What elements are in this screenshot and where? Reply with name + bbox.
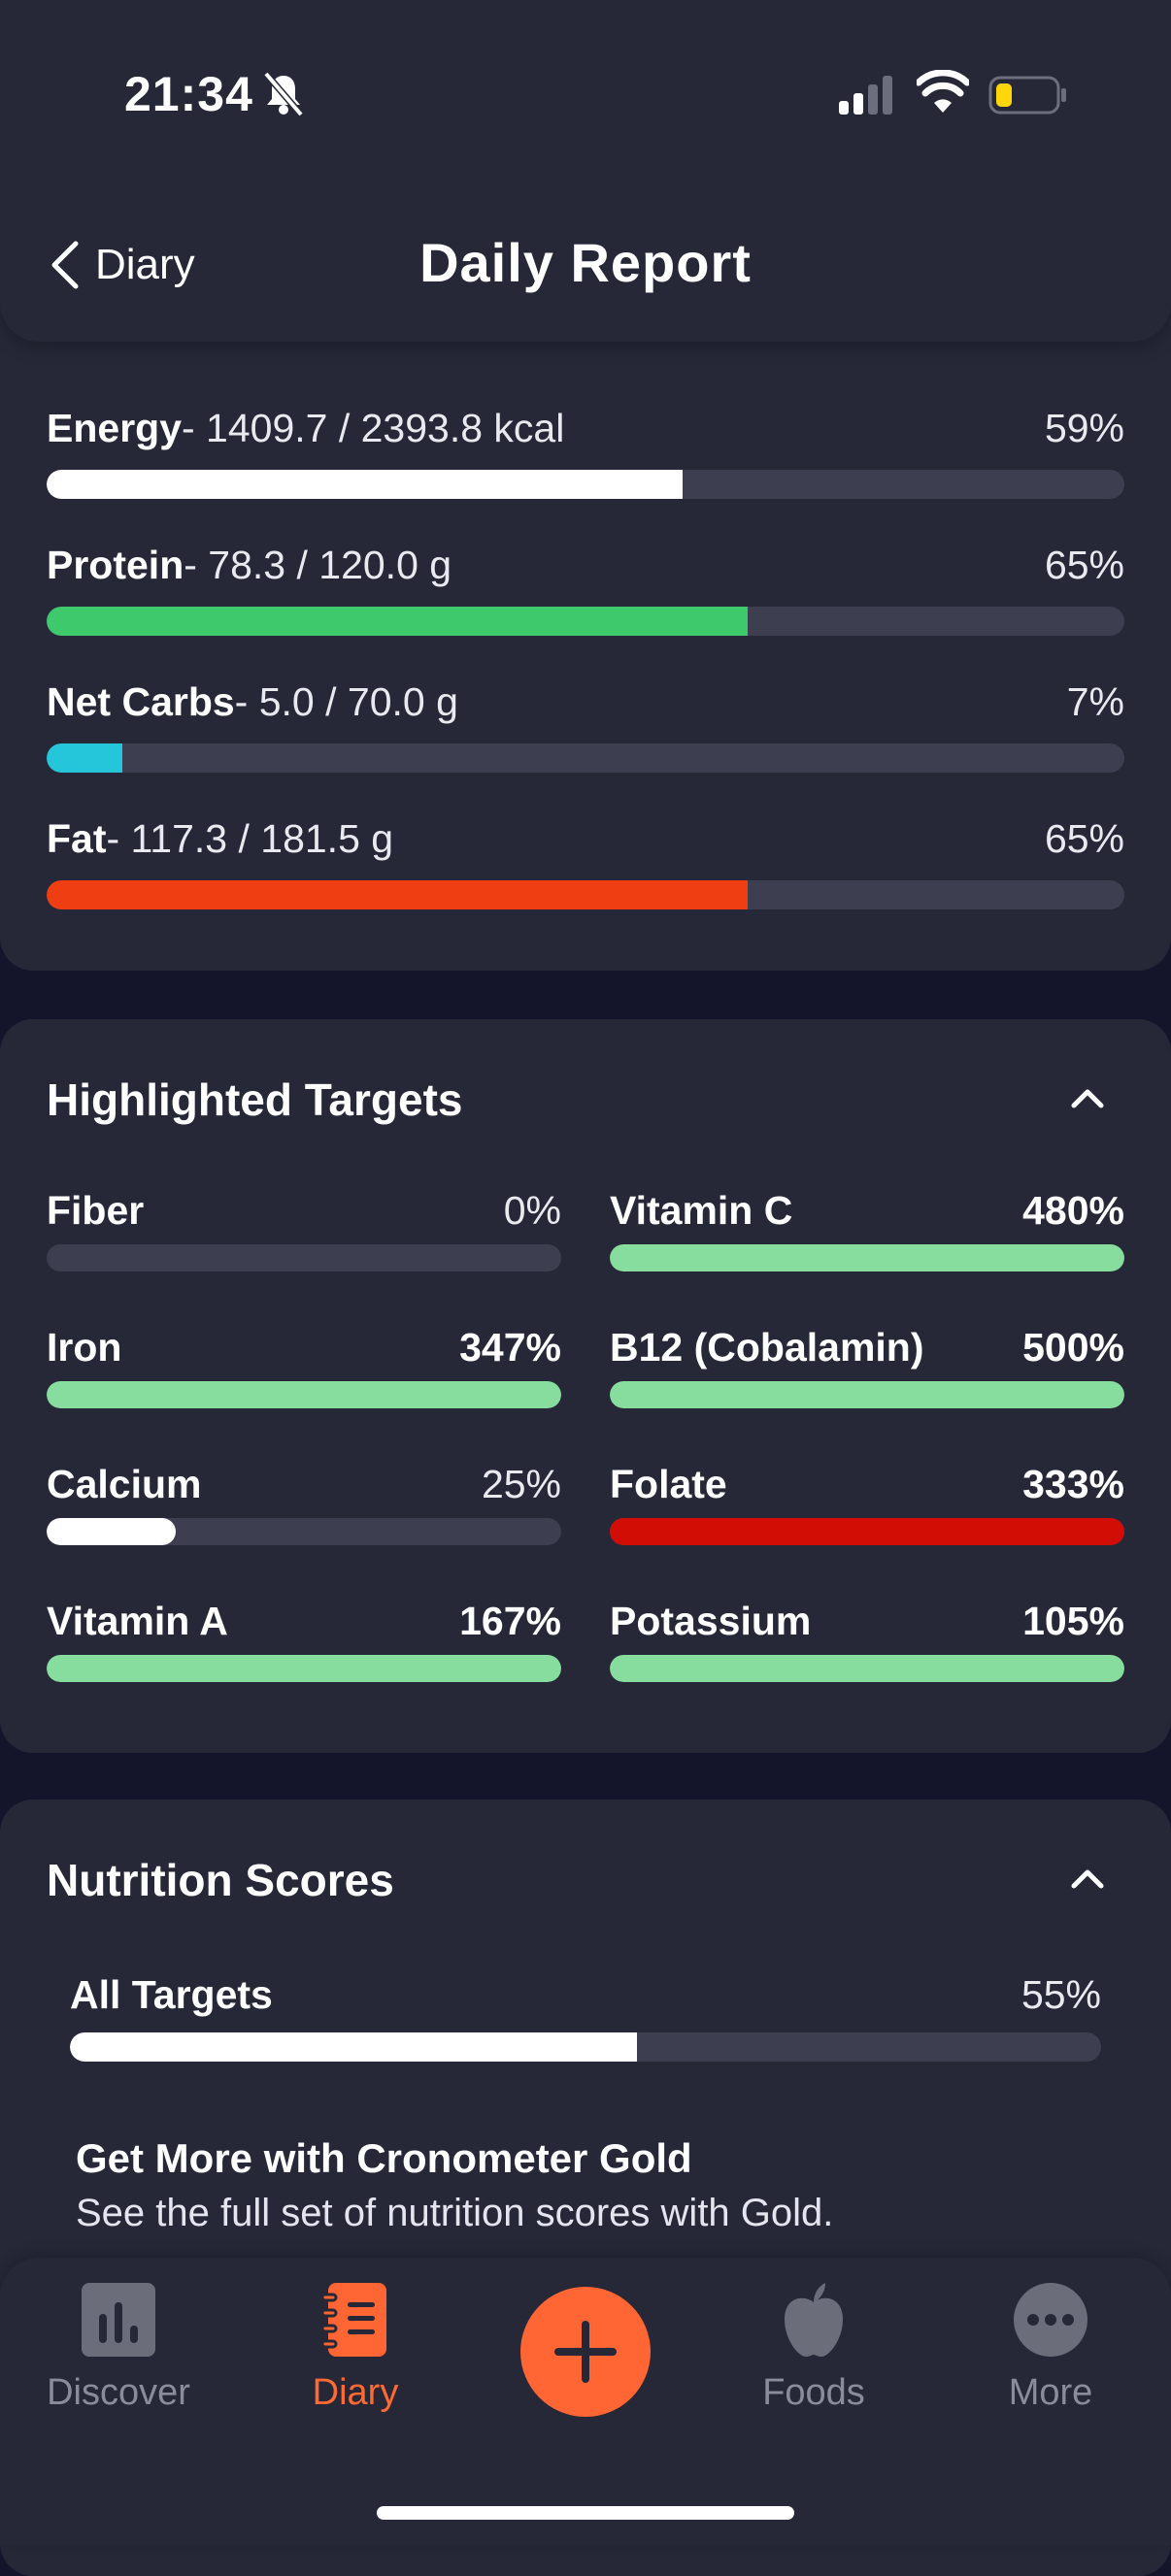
tab-diary[interactable]: Diary (249, 2281, 462, 2427)
macro-progress-fill (47, 743, 122, 773)
target-progress-fill (610, 1244, 1124, 1271)
macro-progress-track (47, 470, 1124, 499)
target-progress-fill (47, 1518, 176, 1545)
tab-label: Diary (312, 2372, 399, 2413)
section-title: Nutrition Scores (47, 1855, 394, 1905)
target-percent: 333% (1022, 1462, 1124, 1506)
target-progress-fill (47, 1655, 561, 1682)
target-name: Fiber (47, 1188, 145, 1233)
target-progress-fill (610, 1381, 1124, 1408)
chevron-up-icon[interactable] (1064, 1075, 1111, 1122)
tab-label: Discover (47, 2372, 190, 2413)
back-label: Diary (95, 241, 195, 288)
plus-icon (554, 2321, 617, 2383)
target-percent: 25% (481, 1462, 561, 1506)
header-bar: 21:34 Diary Daily Report (0, 0, 1171, 342)
score-percent: 55% (1020, 1972, 1101, 2017)
highlighted-targets-card: Highlighted Targets Fiber 0% Vitamin C 4… (0, 1019, 1171, 1753)
silent-bell-icon (263, 71, 304, 117)
target-progress-track (610, 1381, 1124, 1408)
promo-subtitle: See the full set of nutrition scores wit… (76, 2192, 834, 2234)
target-percent: 480% (1022, 1188, 1124, 1233)
macro-progress-track (47, 743, 1124, 773)
status-time: 21:34 (124, 67, 253, 121)
wifi-icon (917, 70, 969, 113)
chevron-up-icon[interactable] (1064, 1856, 1111, 1902)
macro-progress-fill (47, 470, 683, 499)
target-percent: 500% (1022, 1325, 1124, 1370)
chevron-left-icon (51, 241, 79, 289)
apple-icon (785, 2283, 843, 2357)
target-progress-track (610, 1244, 1124, 1271)
macro-percent: 65% (1044, 816, 1124, 861)
notebook-icon (320, 2283, 386, 2357)
macro-progress-track (47, 607, 1124, 636)
macro-targets-card: Energy- 1409.7 / 2393.8 kcal 59% Protein… (0, 291, 1171, 971)
section-title: Highlighted Targets (47, 1074, 463, 1125)
tab-more[interactable]: More (944, 2281, 1157, 2427)
target-progress-track (610, 1518, 1124, 1545)
macro-name: Net Carbs (47, 679, 235, 724)
score-all-targets[interactable]: All Targets 55% (70, 1972, 1101, 2069)
macro-value: - 117.3 / 181.5 g (106, 816, 394, 861)
battery-low-power-icon (988, 76, 1066, 115)
tab-foods[interactable]: Foods (707, 2281, 920, 2427)
page-title: Daily Report (419, 232, 752, 293)
bar-chart-icon (82, 2283, 155, 2357)
macro-progress-fill (47, 607, 748, 636)
promo-title[interactable]: Get More with Cronometer Gold (76, 2135, 692, 2181)
macro-percent: 59% (1044, 406, 1124, 450)
macro-value: - 1409.7 / 2393.8 kcal (182, 406, 565, 450)
target-name: Vitamin C (610, 1188, 793, 1233)
target-progress-track (47, 1244, 561, 1271)
target-progress-track (47, 1655, 561, 1682)
macro-progress-track (47, 880, 1124, 909)
target-name: Folate (610, 1462, 727, 1506)
target-percent: 0% (503, 1188, 561, 1233)
add-entry-button[interactable] (520, 2287, 651, 2417)
target-name: Potassium (610, 1599, 812, 1643)
macro-percent: 65% (1044, 543, 1124, 587)
cellular-signal-icon (839, 76, 892, 115)
target-percent: 167% (459, 1599, 561, 1643)
macro-progress-fill (47, 880, 748, 909)
target-name: Vitamin A (47, 1599, 228, 1643)
tab-label: More (1008, 2372, 1093, 2413)
tab-discover[interactable]: Discover (12, 2281, 225, 2427)
score-progress-track (70, 2032, 1101, 2062)
target-progress-fill (610, 1518, 1124, 1545)
target-name: B12 (Cobalamin) (610, 1325, 924, 1370)
tab-label: Foods (762, 2372, 865, 2413)
macro-name: Fat (47, 816, 107, 861)
target-percent: 347% (459, 1325, 561, 1370)
back-button[interactable]: Diary (47, 231, 195, 299)
macro-percent: 7% (1066, 679, 1124, 724)
score-label: All Targets (70, 1972, 273, 2017)
target-progress-fill (47, 1381, 561, 1408)
home-indicator (377, 2506, 794, 2520)
target-name: Calcium (47, 1462, 202, 1506)
target-name: Iron (47, 1325, 122, 1370)
target-progress-track (47, 1381, 561, 1408)
score-progress-fill (70, 2032, 638, 2062)
more-dots-icon (1014, 2283, 1087, 2357)
target-progress-track (610, 1655, 1124, 1682)
macro-value: - 5.0 / 70.0 g (234, 679, 458, 724)
macro-name: Energy (47, 406, 182, 450)
macro-name: Protein (47, 543, 184, 587)
macro-value: - 78.3 / 120.0 g (184, 543, 452, 587)
target-progress-fill (610, 1655, 1124, 1682)
target-progress-track (47, 1518, 561, 1545)
target-percent: 105% (1022, 1599, 1124, 1643)
